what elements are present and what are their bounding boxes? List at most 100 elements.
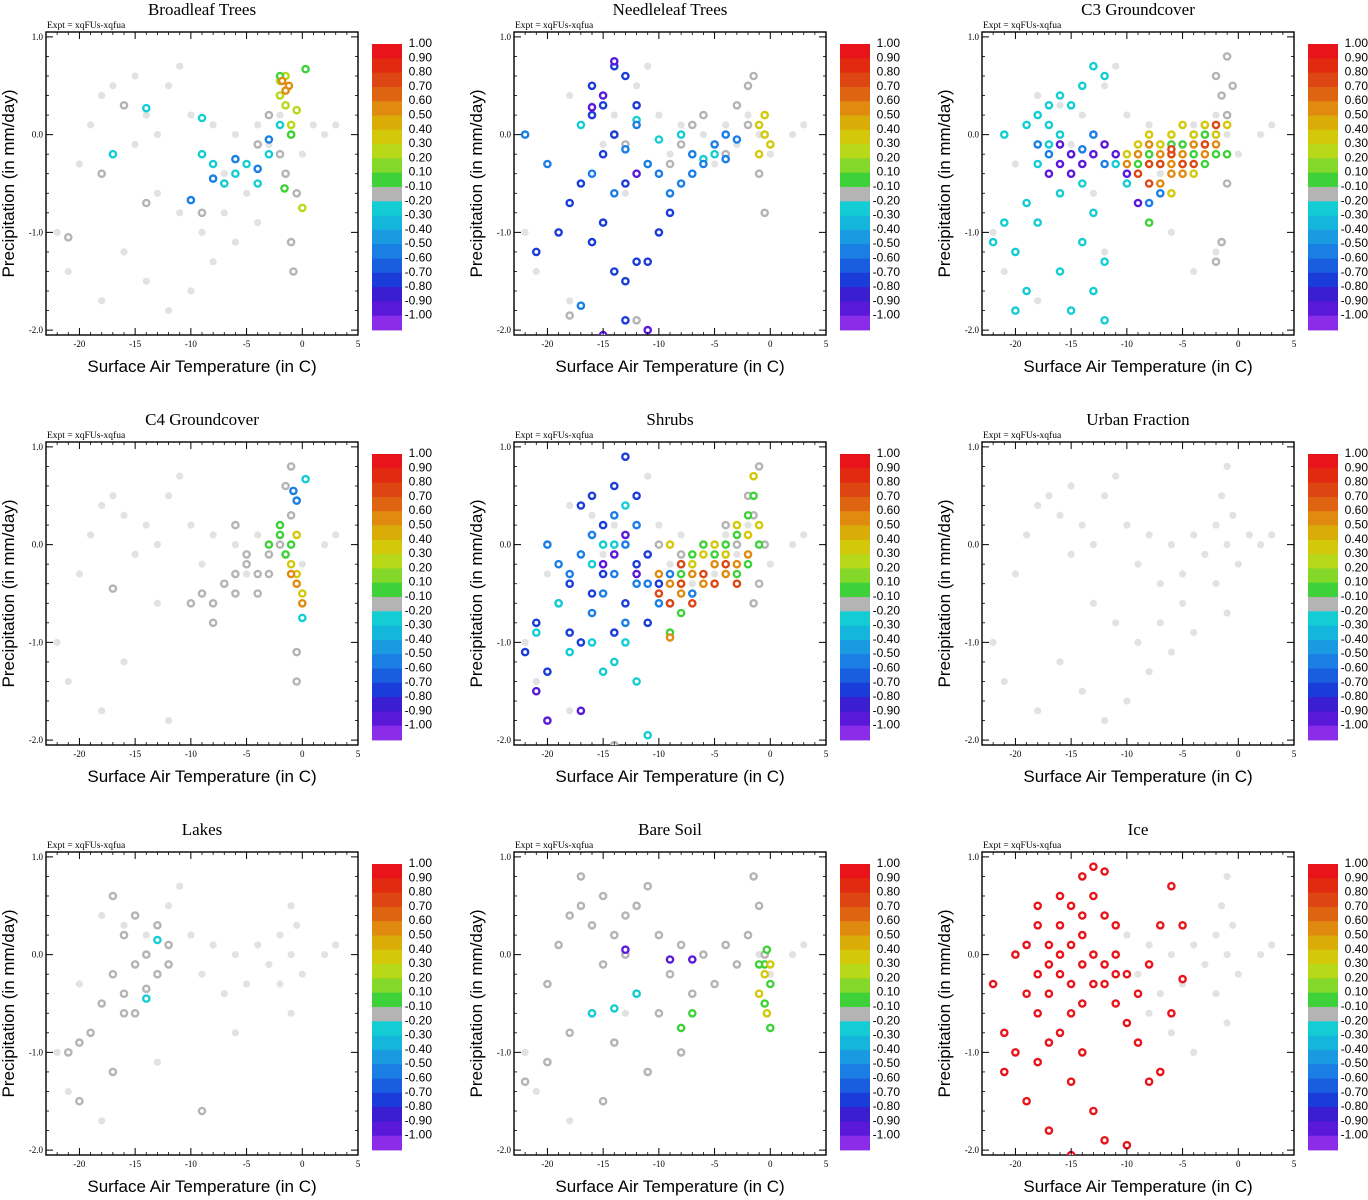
colorbar-label: 0.70: [1345, 79, 1368, 93]
colorbar-segment: [840, 72, 870, 88]
marker-2: [710, 149, 719, 159]
marker-0: [64, 677, 72, 686]
marker-1: [1100, 960, 1109, 969]
marker-0: [1045, 492, 1053, 500]
colorbar: 1.000.900.800.700.600.500.400.300.200.10…: [1308, 856, 1368, 1151]
marker-7: [1178, 169, 1187, 178]
marker-0: [599, 550, 607, 559]
marker-0: [321, 951, 329, 959]
marker-2: [654, 135, 664, 144]
marker-0: [243, 570, 251, 578]
marker-1: [754, 579, 764, 589]
marker-0: [231, 1029, 239, 1037]
marker-1: [264, 110, 274, 120]
x-tick-label: -15: [597, 339, 609, 349]
colorbar-segment: [1308, 1021, 1338, 1036]
marker-0: [1123, 111, 1131, 119]
colorbar-label: -0.70: [873, 675, 901, 689]
marker-0: [610, 111, 618, 119]
marker-2: [275, 520, 285, 530]
colorbar-label: 0.40: [409, 942, 433, 956]
panel-7: Bare Soil Expt = xqFUs-xqfua -20 -15 -10 -5 0 5…: [467, 820, 900, 1196]
colorbar-label: -0.90: [873, 293, 901, 307]
colorbar-segment: [1308, 654, 1338, 669]
panel-title: C4 Groundcover: [145, 410, 259, 429]
marker-2: [676, 130, 686, 139]
marker-0: [1156, 170, 1164, 178]
panel-3: C4 Groundcover Expt = xqFUs-xqfua -20 -15 -1…: [0, 410, 432, 786]
colorbar-segment: [372, 1092, 402, 1108]
marker-2: [1078, 179, 1087, 188]
marker-2: [760, 999, 770, 1008]
colorbar-label: -0.80: [1341, 689, 1368, 703]
marker-4: [281, 101, 290, 110]
marker-1: [554, 940, 563, 950]
marker-4: [598, 149, 608, 159]
colorbar-segment: [372, 978, 402, 994]
colorbar-segment: [840, 892, 870, 908]
marker-2: [286, 540, 296, 549]
marker-0: [276, 111, 284, 119]
colorbar-segment: [372, 878, 402, 893]
x-tick-label: -20: [1009, 1159, 1021, 1169]
colorbar-label: 0.50: [877, 108, 901, 122]
colorbar-segment: [840, 625, 870, 641]
colorbar-label: -0.20: [1341, 603, 1368, 617]
marker-0: [53, 228, 61, 236]
marker-5: [297, 613, 307, 623]
marker-5: [587, 103, 597, 112]
plot-frame: [513, 851, 827, 1156]
plot-frame: [981, 441, 1295, 746]
colorbar-segment: [1308, 86, 1338, 102]
colorbar-label: 1.00: [877, 856, 901, 870]
marker-1: [1044, 940, 1054, 950]
marker-2: [621, 618, 630, 628]
marker-1: [242, 550, 251, 559]
colorbar-label: 0.90: [1345, 870, 1368, 884]
colorbar-segment: [840, 1092, 870, 1108]
marker-1: [676, 1048, 686, 1057]
colorbar-segment: [840, 158, 870, 174]
colorbar-label: 0.40: [877, 532, 901, 546]
colorbar-label: -0.50: [1341, 1056, 1368, 1070]
colorbar-label: -0.10: [405, 179, 433, 193]
marker-0: [1134, 638, 1142, 647]
marker-7: [1211, 140, 1221, 149]
x-axis-label: Surface Air Temperature (in C): [87, 357, 316, 376]
marker-8: [699, 579, 708, 589]
marker-0: [1212, 990, 1220, 998]
marker-0: [287, 951, 295, 959]
marker-4: [1078, 144, 1087, 154]
colorbar-label: 0.50: [1345, 108, 1368, 122]
marker-1: [754, 901, 764, 911]
marker-0: [120, 511, 128, 519]
colorbar-segment: [1308, 172, 1338, 188]
colorbar-label: -0.50: [405, 646, 433, 660]
marker-1: [610, 1038, 619, 1047]
colorbar-segment: [1308, 864, 1338, 879]
marker-2: [988, 237, 998, 247]
colorbar-label: 0.30: [409, 956, 433, 970]
marker-4: [610, 267, 619, 276]
marker-2: [1055, 267, 1065, 276]
expt-label: Expt = xqFUs-xqfua: [515, 840, 594, 851]
marker-1: [598, 891, 608, 901]
marker-8: [1189, 159, 1198, 169]
panel-title: Lakes: [182, 820, 223, 839]
colorbar-label: 0.30: [1345, 546, 1368, 560]
marker-0: [243, 980, 251, 988]
marker-0: [187, 931, 195, 939]
x-tick-label: 5: [824, 339, 829, 349]
x-axis-label: Surface Air Temperature (in C): [87, 767, 316, 786]
marker-0: [1234, 150, 1242, 158]
plot-frame: [981, 31, 1295, 336]
marker-7: [721, 550, 731, 559]
marker-3: [1111, 149, 1120, 159]
marker-0: [1223, 872, 1231, 881]
colorbar-label: 0.30: [877, 136, 901, 150]
marker-2: [754, 960, 764, 969]
marker-8: [1200, 140, 1210, 149]
marker-0: [254, 219, 262, 227]
marker-0: [1034, 91, 1042, 100]
marker-0: [1212, 931, 1220, 939]
